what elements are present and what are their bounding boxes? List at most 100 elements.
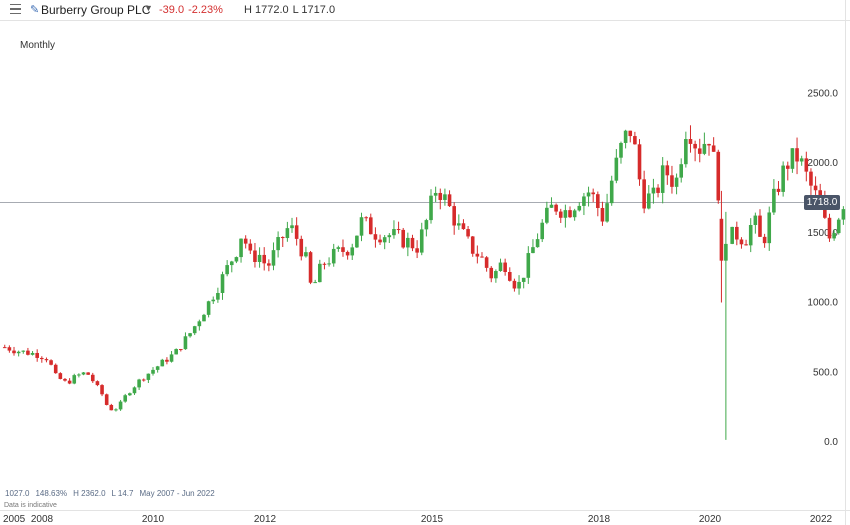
candle-body [767,212,772,244]
candle-body [711,145,716,152]
candle-body [832,233,836,239]
candle-body [452,206,456,226]
candle-body [521,277,526,282]
candle-body [30,352,35,355]
candle-body [605,203,609,222]
candle-body [776,188,781,192]
candle-body [183,336,188,350]
candle-body [169,354,174,362]
candle-body [724,243,728,261]
candle-body [58,373,63,379]
candle-body [762,236,767,244]
candle-body [179,349,183,351]
x-tick-label: 2012 [253,514,277,525]
x-tick-label: 2022 [809,514,833,525]
candle-body [123,395,128,402]
candle-body [498,262,503,272]
x-tick-label: 2015 [420,514,444,525]
pencil-icon[interactable]: ✎ [30,4,40,16]
candle-body [758,215,762,237]
stat-high: H 2362.0 [73,489,106,498]
stat-change-pct: 148.63% [35,489,68,498]
high-low: H 1772.0 L 1717.0 [244,4,339,16]
candle-body [355,235,359,248]
candle-body [160,359,165,367]
x-tick-label: 2005 [3,514,26,525]
candle-body [290,225,294,229]
candle-body [392,229,396,236]
candle-body [262,254,267,264]
candle-body [665,165,670,176]
candle-body [128,393,132,396]
candle-body [192,326,197,334]
period-label: Monthly [20,40,56,51]
candlestick-chart[interactable]: 0.0 500.0 1000.0 1500.0 2000.0 2500.0 [0,21,850,510]
instrument-name[interactable]: Burberry Group PLC [41,3,151,17]
candle-body [234,257,239,262]
candle-body [433,192,438,196]
candle-body [679,164,684,178]
candle-body [457,223,461,226]
x-axis-border [0,510,850,511]
candle-body [364,217,368,219]
candle-body [44,359,49,361]
stat-range: May 2007 - Jun 2022 [139,489,215,498]
menu-icon[interactable] [10,4,21,15]
candle-body [688,139,693,144]
header-bar: ✎ Burberry Group PLC ▼ -39.0 -2.23% H 177… [0,0,850,21]
candle-body [535,239,540,248]
candle-body [577,205,582,211]
candle-body [220,274,225,293]
candle-body [63,378,67,381]
candle-body [100,385,104,395]
candle-body [507,272,512,281]
y-tick-label: 1500.0 [807,228,838,239]
candle-body [308,252,313,283]
y-tick-label: 500.0 [813,367,838,378]
candle-body [582,196,586,206]
candle-body [809,171,813,186]
candle-body [744,244,748,246]
candle-body [378,239,382,243]
candle-body [674,177,679,187]
change-percent: -2.23% [188,4,223,16]
candle-body [86,372,90,375]
candle-body [341,247,345,252]
candle-body [716,151,721,201]
candle-body [104,394,109,405]
candle-body [350,247,355,256]
candle-body [188,333,192,337]
candle-body [276,237,280,251]
candle-body [466,229,470,237]
candle-body [424,220,429,230]
candle-body [151,369,155,374]
candle-body [637,144,642,180]
candle-body [401,229,406,248]
stat-change: 1027.0 [5,489,30,498]
chevron-down-icon[interactable]: ▼ [144,3,153,13]
candle-body [596,194,600,209]
candle-body [586,192,591,197]
candle-body [651,187,656,194]
candle-body [545,207,549,223]
candle-body [331,248,336,264]
candle-body [795,148,799,162]
candle-body [216,292,220,300]
candle-body [114,409,118,411]
candle-body [470,236,475,254]
candle-body [670,175,674,187]
y-tick-label: 2500.0 [807,88,838,99]
candle-body [16,351,21,354]
candle-body [827,217,832,239]
candle-body [494,271,498,279]
candle-body [345,251,350,256]
candle-body [174,349,178,355]
candle-body [396,229,401,231]
candle-body [7,347,12,351]
candle-body [77,374,81,376]
candle-body [95,381,100,386]
candle-body [368,217,373,235]
candle-body [336,247,341,249]
candle-body [739,239,744,245]
candle-body [799,158,804,162]
